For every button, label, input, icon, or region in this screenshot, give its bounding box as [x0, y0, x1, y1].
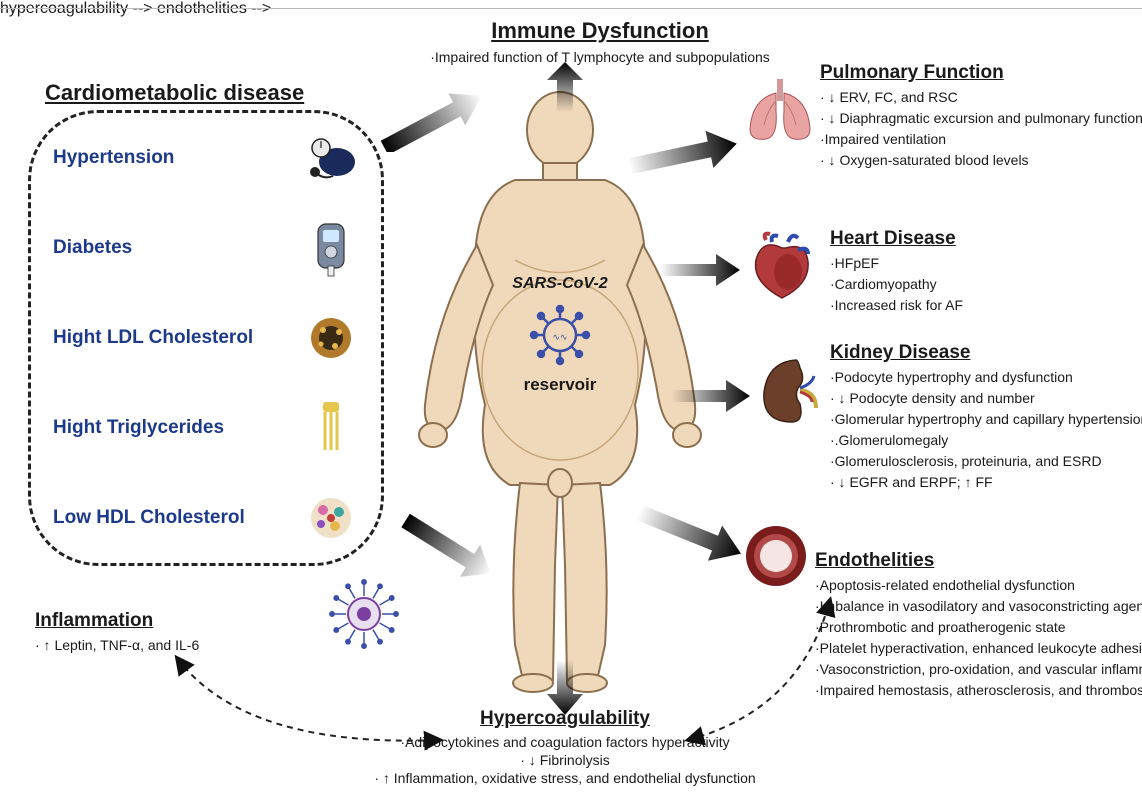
heart-subtext: ·HFpEF ·Cardiomyopathy ·Increased risk f… [830, 253, 963, 316]
cm-label-hdl: Low HDL Cholesterol [53, 507, 245, 529]
cm-label-trig: Hight Triglycerides [53, 417, 224, 439]
cm-label-diabetes: Diabetes [53, 237, 132, 259]
dashed-arrow-right [680, 590, 890, 750]
pulmonary-subtext: · ↓ ERV, FC, and RSC · ↓ Diaphragmatic e… [820, 87, 1142, 171]
kidney-line2: ·Glomerular hypertrophy and capillary hy… [830, 409, 1142, 430]
inflammation-heading: Inflammation [35, 610, 199, 632]
cm-item-diabetes: Diabetes [31, 203, 381, 293]
hdl-icon [303, 490, 359, 546]
glucometer-icon [303, 220, 359, 276]
kidney-line0: ·Podocyte hypertrophy and dysfunction [830, 367, 1142, 388]
kidney-line4: ·Glomerulosclerosis, proteinuria, and ES… [830, 451, 1142, 472]
arrow-immune [545, 62, 585, 112]
kidney-line3: ·.Glomerulomegaly [830, 430, 1142, 451]
immune-block: Immune Dysfunction ·Impaired function of… [410, 18, 790, 68]
arrow-kidney [672, 378, 750, 414]
pulmonary-block: Pulmonary Function · ↓ ERV, FC, and RSC … [820, 62, 1142, 171]
heart-block: Heart Disease ·HFpEF ·Cardiomyopathy ·In… [830, 228, 963, 316]
arrow-pulmonary [628, 130, 738, 180]
arrow-heart [660, 252, 740, 288]
virus-icon: ∿∿ [528, 303, 592, 372]
kidney-icon [750, 352, 822, 435]
cm-label-ldl: Hight LDL Cholesterol [53, 327, 253, 349]
arrow-hyperco [545, 660, 585, 715]
lungs-icon [740, 75, 820, 150]
triglyceride-icon [303, 400, 359, 456]
blood-pressure-icon [303, 130, 359, 186]
inflammation-icon [325, 575, 403, 658]
cardiometabolic-box: Hypertension Diabetes [28, 110, 384, 566]
arrow-cardiometabolic [378, 92, 488, 152]
pulmonary-line3: · ↓ Oxygen-saturated blood levels [820, 150, 1142, 171]
immune-subtext: ·Impaired function of T lymphocyte and s… [410, 47, 790, 68]
pulmonary-line1: · ↓ Diaphragmatic excursion and pulmonar… [820, 108, 1142, 129]
kidney-subtext: ·Podocyte hypertrophy and dysfunction · … [830, 367, 1142, 493]
cardiometabolic-heading: Cardiometabolic disease [45, 80, 304, 106]
top-divider [0, 8, 1142, 9]
pulmonary-line0: · ↓ ERV, FC, and RSC [820, 87, 1142, 108]
heart-line0: ·HFpEF [830, 253, 963, 274]
pulmonary-line2: ·Impaired ventilation [820, 129, 1142, 150]
dashed-arrow-left [165, 648, 455, 758]
immune-line0: ·Impaired function of T lymphocyte and s… [410, 47, 790, 68]
cm-item-hdl: Low HDL Cholesterol [31, 473, 381, 563]
diagram-root: Immune Dysfunction ·Impaired function of… [0, 0, 1142, 792]
heart-heading: Heart Disease [830, 228, 963, 250]
heart-line1: ·Cardiomyopathy [830, 274, 963, 295]
pulmonary-heading: Pulmonary Function [820, 62, 1142, 84]
cm-item-ldl: Hight LDL Cholesterol [31, 293, 381, 383]
kidney-line5: · ↓ EGFR and ERPF; ↑ FF [830, 472, 1142, 493]
hyperco-line2: · ↑ Inflammation, oxidative stress, and … [330, 769, 800, 787]
endo-heading: Endothelities [815, 550, 1142, 572]
ldl-icon [303, 310, 359, 366]
vessel-icon [740, 520, 812, 597]
kidney-line1: · ↓ Podocyte density and number [830, 388, 1142, 409]
cardiometabolic-heading-block: Cardiometabolic disease [45, 80, 304, 106]
kidney-block: Kidney Disease ·Podocyte hypertrophy and… [830, 342, 1142, 493]
immune-heading: Immune Dysfunction [410, 18, 790, 44]
heart-icon [742, 230, 820, 311]
arrow-inflammation [398, 512, 498, 582]
arrow-endo [635, 498, 745, 568]
reservoir-label: reservoir [415, 375, 705, 395]
svg-text:∿∿: ∿∿ [552, 332, 567, 342]
cm-label-hypertension: Hypertension [53, 147, 174, 169]
kidney-heading: Kidney Disease [830, 342, 1142, 364]
cm-item-hypertension: Hypertension [31, 113, 381, 203]
heart-line2: ·Increased risk for AF [830, 295, 963, 316]
cm-item-trig: Hight Triglycerides [31, 383, 381, 473]
